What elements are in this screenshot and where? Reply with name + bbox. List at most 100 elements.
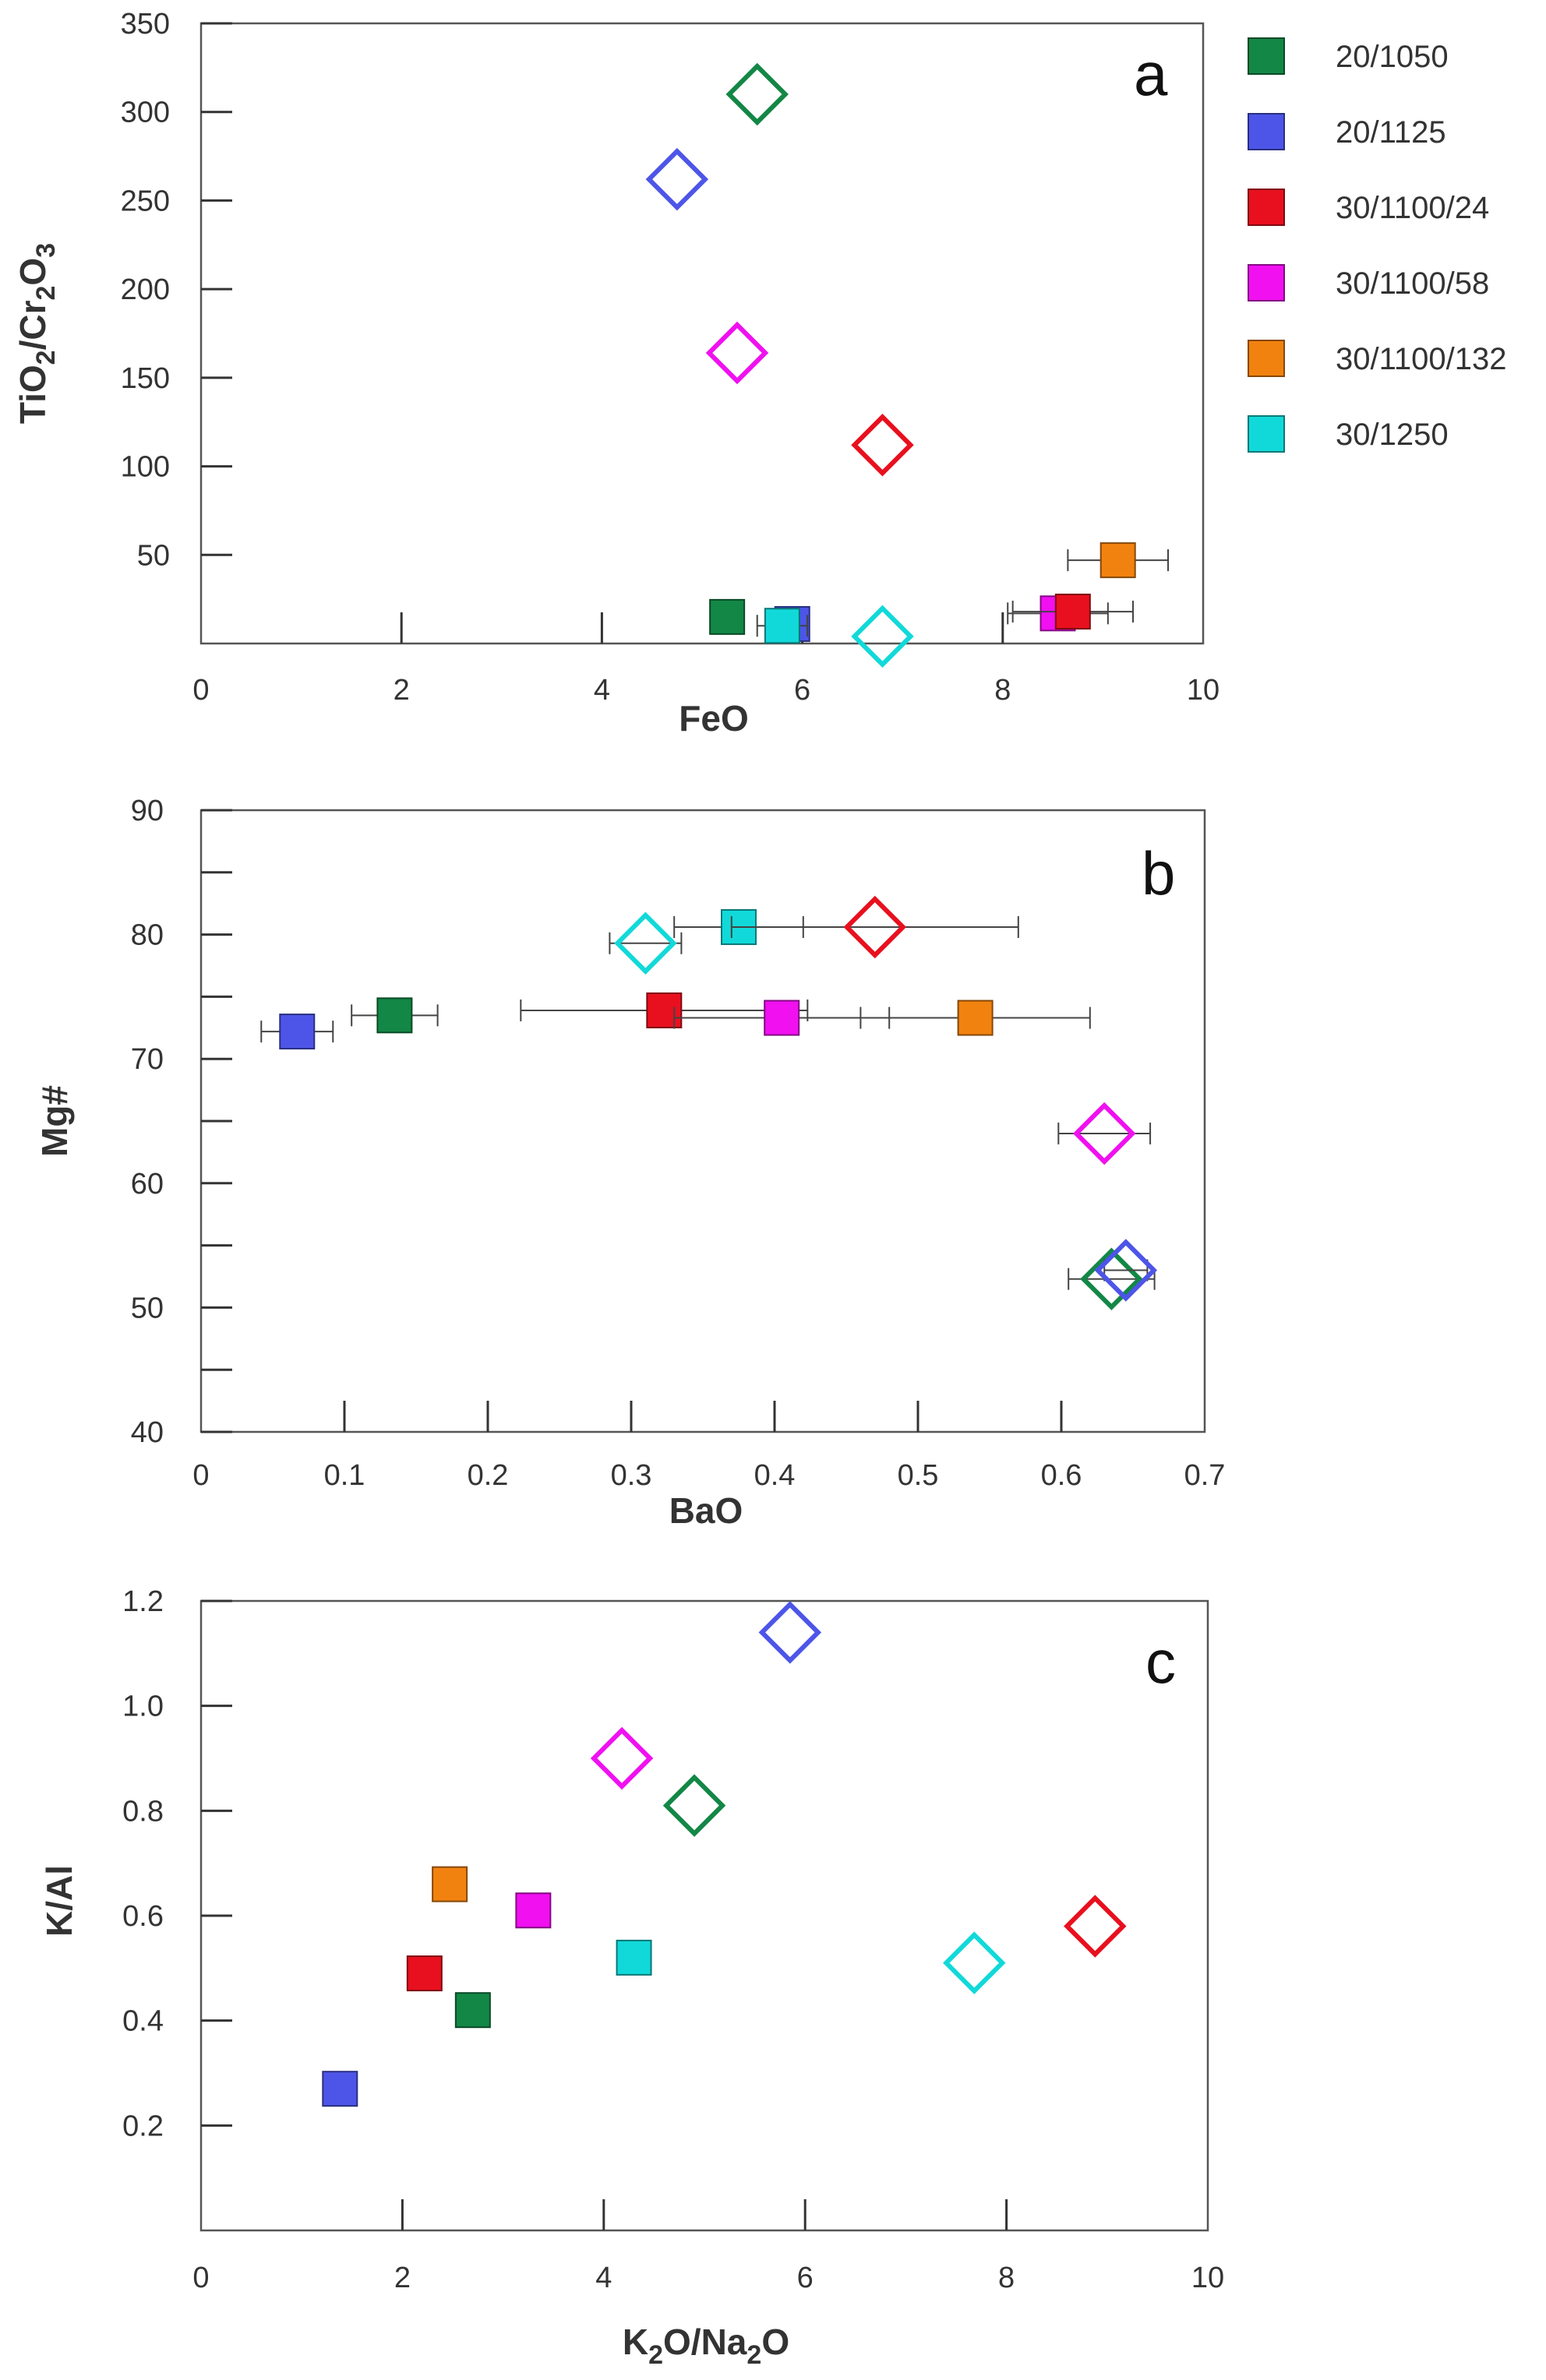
panel-a: a 0 2 4 6 8 10 50 100 150 200 250 300 350 FeO TiO2/C… [12,8,1220,739]
legend-swatch [1248,113,1285,150]
square-point-30-1250 [616,1939,652,1976]
panel-label-b: b [1142,839,1175,908]
diamond-point-30-1250 [851,605,914,668]
diamond-point-20-1050 [662,1774,726,1837]
legend-label: 30/1250 [1336,418,1449,452]
x-tick-label: 2 [394,674,410,707]
square-point-30-1100-58 [764,1000,800,1036]
panel-label-a: a [1134,40,1168,108]
square-point-20-1125 [279,1014,316,1050]
legend-label: 20/1125 [1336,115,1446,150]
diamond-point-30-1100-24 [843,895,907,959]
y-tick-label: 0.2 [122,2110,164,2142]
y-tick-label: 100 [121,451,170,484]
legend-item-30-1100-24: 30/1100/24 [1248,189,1489,226]
square-point-30-1100-58 [515,1892,552,1929]
y-tick-label: 50 [137,539,170,572]
plot-area-b: 0 0.1 0.2 0.3 0.4 0.5 0.6 0.7 40 50 60 70 80 90 [131,795,1226,1492]
square-point-20-1050 [454,1992,491,2029]
square-point-30-1100-24 [406,1955,443,1992]
plot-frame-c [199,1599,1209,2232]
x-tick-label: 2 [394,2262,411,2294]
diamond-point-20-1050 [725,62,789,126]
x-tick-label: 4 [594,674,610,707]
x-tick-label: 0.5 [898,1459,939,1492]
diamond-point-20-1125 [1094,1239,1158,1302]
square-point-20-1050 [376,997,413,1034]
x-tick-label: 10 [1187,674,1220,707]
x-tick-label: 0 [192,674,209,707]
legend-swatch [1248,264,1285,301]
y-tick-label: 200 [121,273,170,306]
error-bar [730,916,1019,939]
x-tick-label: 0.7 [1184,1459,1226,1492]
legend-swatch [1248,340,1285,377]
y-axis-label-b: Mg# [34,1085,75,1157]
diamond-point-30-1100-58 [705,321,769,385]
legend-item-30-1100-58: 30/1100/58 [1248,264,1489,301]
y-tick-label: 0.6 [122,1900,164,1933]
y-tick-label: 90 [131,795,164,827]
x-axis-label-a: FeO [679,698,748,739]
legend-swatch [1248,415,1285,453]
square-point-30-1100-24 [1054,594,1091,630]
x-tick-label: 6 [794,674,810,707]
x-tick-label: 10 [1191,2262,1224,2294]
y-tick-label: 50 [131,1292,164,1324]
legend-label: 30/1100/58 [1336,266,1489,301]
plot-frame-b [199,809,1206,1433]
plot-frame-a [199,22,1205,645]
diamond-point-20-1125 [645,147,709,211]
x-tick-label: 0.1 [324,1459,365,1492]
y-tick-label: 0.8 [122,1795,164,1828]
panel-c: c 0 2 4 6 8 10 0.2 0.4 0.6 0.8 1.0 1.2 K2O/Na2O K/A… [39,1585,1224,2370]
y-axis-label-c: K/Al [39,1865,79,1937]
legend-swatch [1248,189,1285,226]
square-point-30-1100-132 [1099,542,1136,579]
x-tick-label: 8 [994,674,1011,707]
error-bar [609,932,683,954]
x-tick-label: 0.6 [1041,1459,1082,1492]
legend-label: 20/1050 [1336,40,1449,74]
diamond-point-30-1100-58 [590,1726,654,1790]
y-tick-label: 60 [131,1168,164,1201]
diamond-point-30-1100-24 [851,414,914,477]
y-tick-label: 1.0 [122,1691,164,1723]
plot-area-c: 0 2 4 6 8 10 0.2 0.4 0.6 0.8 1.0 1.2 [122,1585,1224,2294]
plot-area-a: 0 2 4 6 8 10 50 100 150 200 250 300 350 [121,8,1220,707]
x-tick-label: 0.4 [754,1459,796,1492]
legend: 20/1050 20/1125 30/1100/24 30/1100/58 30/110… [1248,37,1506,453]
diamond-point-30-1250 [614,911,677,975]
y-axis-label-a: TiO2/Cr2O3 [12,243,61,424]
x-axis-label-c: K2O/Na2O [623,2322,789,2370]
x-tick-label: 0 [192,2262,209,2294]
diamond-point-20-1125 [758,1601,822,1664]
x-tick-label: 8 [998,2262,1015,2294]
panel-label-c: c [1145,1627,1176,1696]
legend-label: 30/1100/132 [1336,342,1506,376]
y-tick-label: 350 [121,8,170,41]
square-point-30-1250 [764,608,800,644]
legend-item-20-1050: 20/1050 [1248,37,1449,75]
legend-label: 30/1100/24 [1336,191,1489,225]
y-tick-label: 80 [131,919,164,952]
square-point-30-1100-132 [957,1000,994,1036]
legend-swatch [1248,37,1285,75]
square-point-30-1100-24 [646,992,683,1028]
square-point-20-1050 [709,598,746,635]
square-point-20-1125 [322,2071,358,2107]
y-tick-label: 0.4 [122,2005,164,2038]
square-point-30-1100-132 [432,1866,468,1902]
y-tick-label: 300 [121,97,170,129]
x-tick-label: 6 [797,2262,814,2294]
error-bar [1057,1122,1152,1144]
legend-item-30-1250: 30/1250 [1248,415,1449,453]
x-tick-label: 0.2 [468,1459,509,1492]
panel-b: b 0 0.1 0.2 0.3 0.4 0.5 0.6 0.7 40 50 60 70 80 90 BaO… [34,795,1225,1531]
y-tick-label: 150 [121,362,170,395]
x-axis-label-b: BaO [669,1490,743,1531]
y-tick-label: 1.2 [122,1585,164,1618]
x-tick-label: 4 [595,2262,612,2294]
diamond-point-30-1250 [943,1931,1006,1994]
